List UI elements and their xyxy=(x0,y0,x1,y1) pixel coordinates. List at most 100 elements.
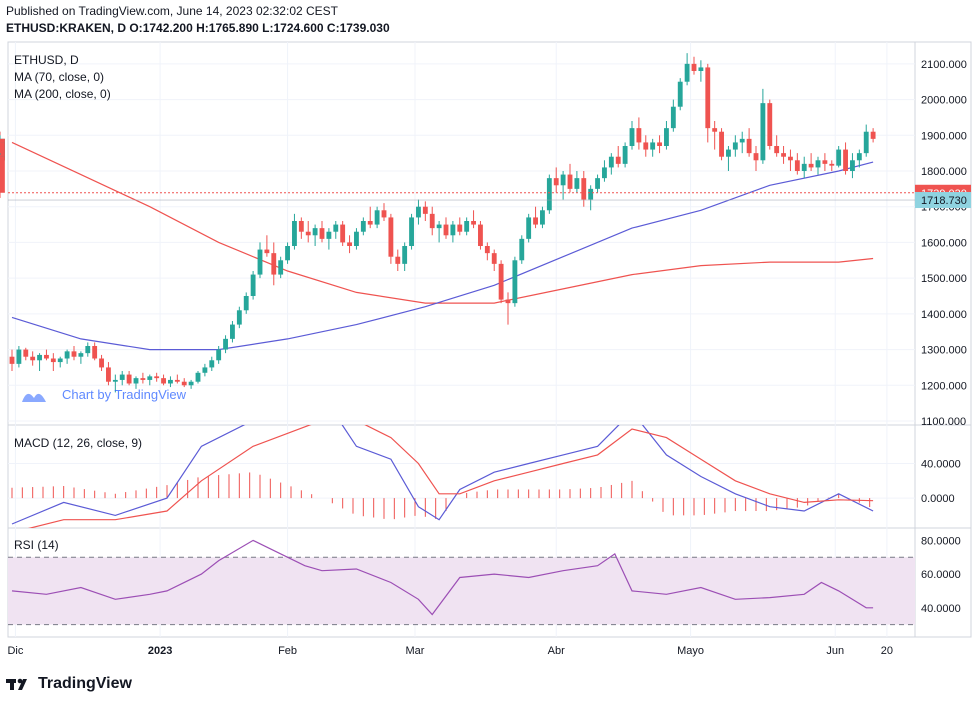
candle xyxy=(774,135,780,157)
candle xyxy=(126,371,132,386)
candle-body xyxy=(815,160,821,168)
candle xyxy=(436,221,442,243)
candle-body xyxy=(670,106,676,129)
candle xyxy=(50,353,56,371)
candle xyxy=(629,121,635,150)
candle xyxy=(595,174,600,193)
candle xyxy=(567,163,573,193)
candle-body xyxy=(92,346,98,359)
ma-price-tag xyxy=(915,192,971,209)
low-label: L: xyxy=(262,21,274,35)
candle xyxy=(374,206,380,229)
candle xyxy=(243,292,249,314)
candle xyxy=(622,142,628,168)
candle-body xyxy=(319,228,325,239)
candle-body xyxy=(567,174,573,189)
candle-body xyxy=(836,149,842,166)
candle-body xyxy=(602,167,607,179)
candle-body xyxy=(574,178,580,189)
candle xyxy=(106,362,111,386)
candle-body xyxy=(326,231,332,239)
candle xyxy=(794,153,800,175)
candle xyxy=(829,160,835,171)
candle xyxy=(691,56,697,75)
candle xyxy=(450,221,456,243)
candle xyxy=(202,363,208,377)
candle xyxy=(395,249,401,271)
candle xyxy=(602,160,607,182)
candle xyxy=(416,199,421,225)
candle-body xyxy=(223,338,228,350)
candle xyxy=(484,242,490,261)
candle-body xyxy=(140,378,146,380)
candle-body xyxy=(340,224,346,243)
candle xyxy=(767,99,773,150)
candle-body xyxy=(381,210,387,218)
candle xyxy=(553,167,559,193)
price-tick-label: 2000.000 xyxy=(921,95,967,107)
time-tick-label: Mayo xyxy=(677,645,704,657)
candle-body xyxy=(491,253,497,264)
open-value: 1742.200 xyxy=(142,21,193,35)
candle xyxy=(836,146,842,168)
candle xyxy=(843,142,848,175)
candle-body xyxy=(856,153,862,161)
candle-body xyxy=(202,367,208,373)
candle-body xyxy=(250,274,256,296)
candle-body xyxy=(677,81,683,107)
candle xyxy=(657,135,662,154)
candle-body xyxy=(85,346,91,354)
legend-macd: MACD (12, 26, close, 9) xyxy=(14,436,142,450)
candle xyxy=(312,224,318,246)
candle-body xyxy=(298,221,304,232)
legend-ma200: MA (200, close, 0) xyxy=(14,87,111,101)
candle-body xyxy=(436,224,442,229)
candle xyxy=(223,335,228,354)
candle xyxy=(664,121,669,150)
candle xyxy=(636,117,642,150)
candle xyxy=(388,213,394,264)
ma70-line xyxy=(11,161,874,351)
legend-ma70: MA (70, close, 0) xyxy=(14,70,104,84)
candle-body xyxy=(788,156,793,161)
candle-body xyxy=(16,349,22,364)
macd-series xyxy=(11,425,874,525)
grid-lines xyxy=(8,42,915,637)
price-tick-label: 2100.000 xyxy=(921,59,967,71)
high-value: 1765.890 xyxy=(208,21,259,35)
candle xyxy=(429,206,435,236)
candle xyxy=(422,201,428,221)
low-value: 1724.600 xyxy=(273,21,324,35)
candle xyxy=(292,213,297,250)
candle-body xyxy=(684,63,690,82)
candle-body xyxy=(760,103,766,161)
ma200-line xyxy=(11,141,874,304)
candle-body xyxy=(402,246,408,264)
candle-body xyxy=(354,231,359,246)
candle-body xyxy=(305,231,311,236)
legend-rsi: RSI (14) xyxy=(14,538,59,552)
price-tick-label: 1500.000 xyxy=(921,273,967,285)
candle-body xyxy=(23,349,29,357)
candle xyxy=(615,146,621,168)
candle xyxy=(670,99,676,132)
candle xyxy=(471,210,476,229)
candle-body xyxy=(794,160,800,171)
open-label: O: xyxy=(129,21,143,35)
candle xyxy=(140,372,146,384)
candle-body xyxy=(560,174,566,186)
time-tick-label: 2023 xyxy=(148,645,172,657)
candle-body xyxy=(781,153,786,157)
price-tick-label: 1900.000 xyxy=(921,130,967,142)
ma70-series xyxy=(11,161,874,351)
candle-body xyxy=(478,224,483,246)
price-tick-label: 1100.000 xyxy=(921,416,966,428)
candle-body xyxy=(278,260,284,275)
candle-body xyxy=(829,163,835,166)
footer: TradingView xyxy=(6,675,132,693)
high-label: H: xyxy=(196,21,209,35)
candle-body xyxy=(691,63,697,71)
candle xyxy=(112,374,118,393)
candle xyxy=(305,221,311,243)
time-tick-label: Dic xyxy=(7,645,23,657)
